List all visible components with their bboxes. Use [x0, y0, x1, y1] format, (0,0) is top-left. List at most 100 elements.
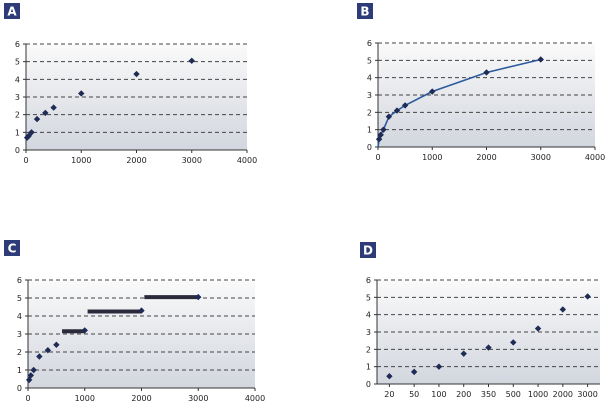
data-point: [23, 134, 31, 141]
panel-label-text: D: [363, 244, 373, 258]
data-point: [78, 90, 85, 97]
x-tick-label: 1000: [422, 153, 442, 162]
data-point: [534, 325, 542, 332]
x-tick-label: 2000: [476, 153, 496, 162]
data-point: [44, 347, 52, 354]
y-tick-label: 2: [15, 111, 20, 120]
data-point: [133, 70, 140, 78]
x-tick-label: 200: [456, 390, 471, 399]
data-point: [28, 129, 35, 136]
data-point: [36, 353, 43, 360]
panel-label-badge: [357, 3, 373, 19]
panel-label-badge: [4, 240, 20, 256]
y-tick-label: 2: [366, 345, 371, 354]
plot-area: 0 1 2 3 4 5 6 20 50 100 200 350 500 1000 2000 3000: [366, 276, 600, 399]
plot-area: 0 1 2 3 4 5 6 0 1000 2000 3000 4000: [15, 40, 257, 165]
data-point: [483, 69, 490, 76]
y-tick-label: 5: [17, 294, 22, 303]
x-tick-label: 2000: [131, 394, 151, 403]
x-tick-label: 3000: [188, 394, 208, 403]
x-tick-label: 4000: [585, 153, 605, 162]
y-tick-label: 6: [367, 39, 372, 48]
y-tick-label: 3: [15, 93, 20, 102]
data-point: [81, 327, 88, 334]
data-point: [138, 307, 145, 314]
y-tick-label: 5: [15, 58, 20, 67]
y-tick-label: 1: [15, 128, 20, 137]
data-point: [380, 126, 387, 133]
data-point: [27, 372, 35, 379]
y-tick-label: 5: [366, 293, 371, 302]
data-point: [559, 306, 567, 313]
y-tick-label: 0: [17, 384, 22, 393]
x-tick-label: 100: [431, 390, 446, 399]
y-tick-label: 3: [366, 328, 371, 337]
plot-background: [26, 44, 247, 150]
data-point: [584, 293, 591, 300]
y-tick-label: 4: [366, 311, 371, 320]
x-tick-label: 0: [23, 156, 28, 165]
data-point: [188, 57, 195, 64]
x-tick-label: 3000: [182, 156, 202, 165]
data-point: [485, 344, 492, 351]
x-tick-label: 0: [375, 153, 380, 162]
panel-label-text: C: [8, 242, 17, 256]
y-tick-label: 5: [367, 56, 372, 65]
data-point: [377, 131, 384, 139]
y-tick-label: 1: [366, 363, 371, 372]
plot-area: 0 1 2 3 4 5 6 0 1000 2000 3000 4000: [367, 39, 605, 162]
y-tick-label: 2: [367, 108, 372, 117]
plot-area: 0 1 2 3 4 5 6 0 1000 2000 3000 4000: [17, 276, 265, 403]
x-tick-label: 3000: [577, 390, 597, 399]
x-tick-label: 1000: [71, 156, 91, 165]
panel-label-text: B: [360, 5, 369, 19]
data-point: [50, 104, 57, 111]
data-point: [510, 339, 517, 346]
y-tick-label: 4: [15, 75, 20, 84]
data-point: [401, 102, 409, 109]
data-point: [537, 56, 544, 63]
x-tick-label: 500: [506, 390, 521, 399]
panel-label-badge: [360, 242, 376, 258]
x-tick-label: 1000: [75, 394, 95, 403]
y-tick-label: 0: [15, 146, 20, 155]
y-tick-label: 1: [17, 366, 22, 375]
data-point: [33, 115, 41, 123]
data-point: [53, 341, 60, 348]
y-tick-label: 2: [17, 348, 22, 357]
x-tick-label: 1000: [528, 390, 548, 399]
data-point: [435, 363, 443, 370]
data-point: [393, 107, 401, 114]
x-tick-label: 2000: [553, 390, 573, 399]
y-tick-label: 3: [367, 91, 372, 100]
y-tick-label: 6: [17, 276, 22, 285]
x-tick-label: 4000: [245, 394, 265, 403]
y-tick-label: 0: [366, 380, 371, 389]
data-point: [30, 366, 37, 374]
x-tick-label: 350: [481, 390, 496, 399]
data-point: [429, 88, 436, 95]
y-tick-label: 4: [17, 312, 22, 321]
x-tick-label: 0: [25, 394, 30, 403]
data-point: [460, 350, 467, 357]
y-tick-label: 4: [367, 74, 372, 83]
x-tick-label: 2000: [126, 156, 146, 165]
panel-a: A 0 1 2 3 4 5 6 0 1000 2000 3000 4000: [4, 3, 257, 165]
panel-label-text: A: [7, 5, 17, 19]
x-tick-label: 4000: [237, 156, 257, 165]
data-point: [385, 113, 393, 120]
data-point: [410, 368, 418, 376]
panel-c: C 0 1 2 3 4 5 6 0 1000 2000 3000 4000: [4, 240, 265, 403]
x-tick-label: 3000: [531, 153, 551, 162]
panel-b: B 0 1 2 3 4 5 6 0 1000 2000 3000 4000: [357, 3, 605, 162]
data-point: [195, 293, 202, 301]
y-tick-label: 6: [15, 40, 20, 49]
y-tick-label: 1: [367, 126, 372, 135]
y-tick-label: 6: [366, 276, 371, 285]
panel-label-badge: [4, 3, 20, 19]
data-point: [25, 132, 32, 140]
x-tick-label: 20: [384, 390, 394, 399]
y-tick-label: 0: [367, 143, 372, 152]
data-point: [42, 109, 49, 117]
